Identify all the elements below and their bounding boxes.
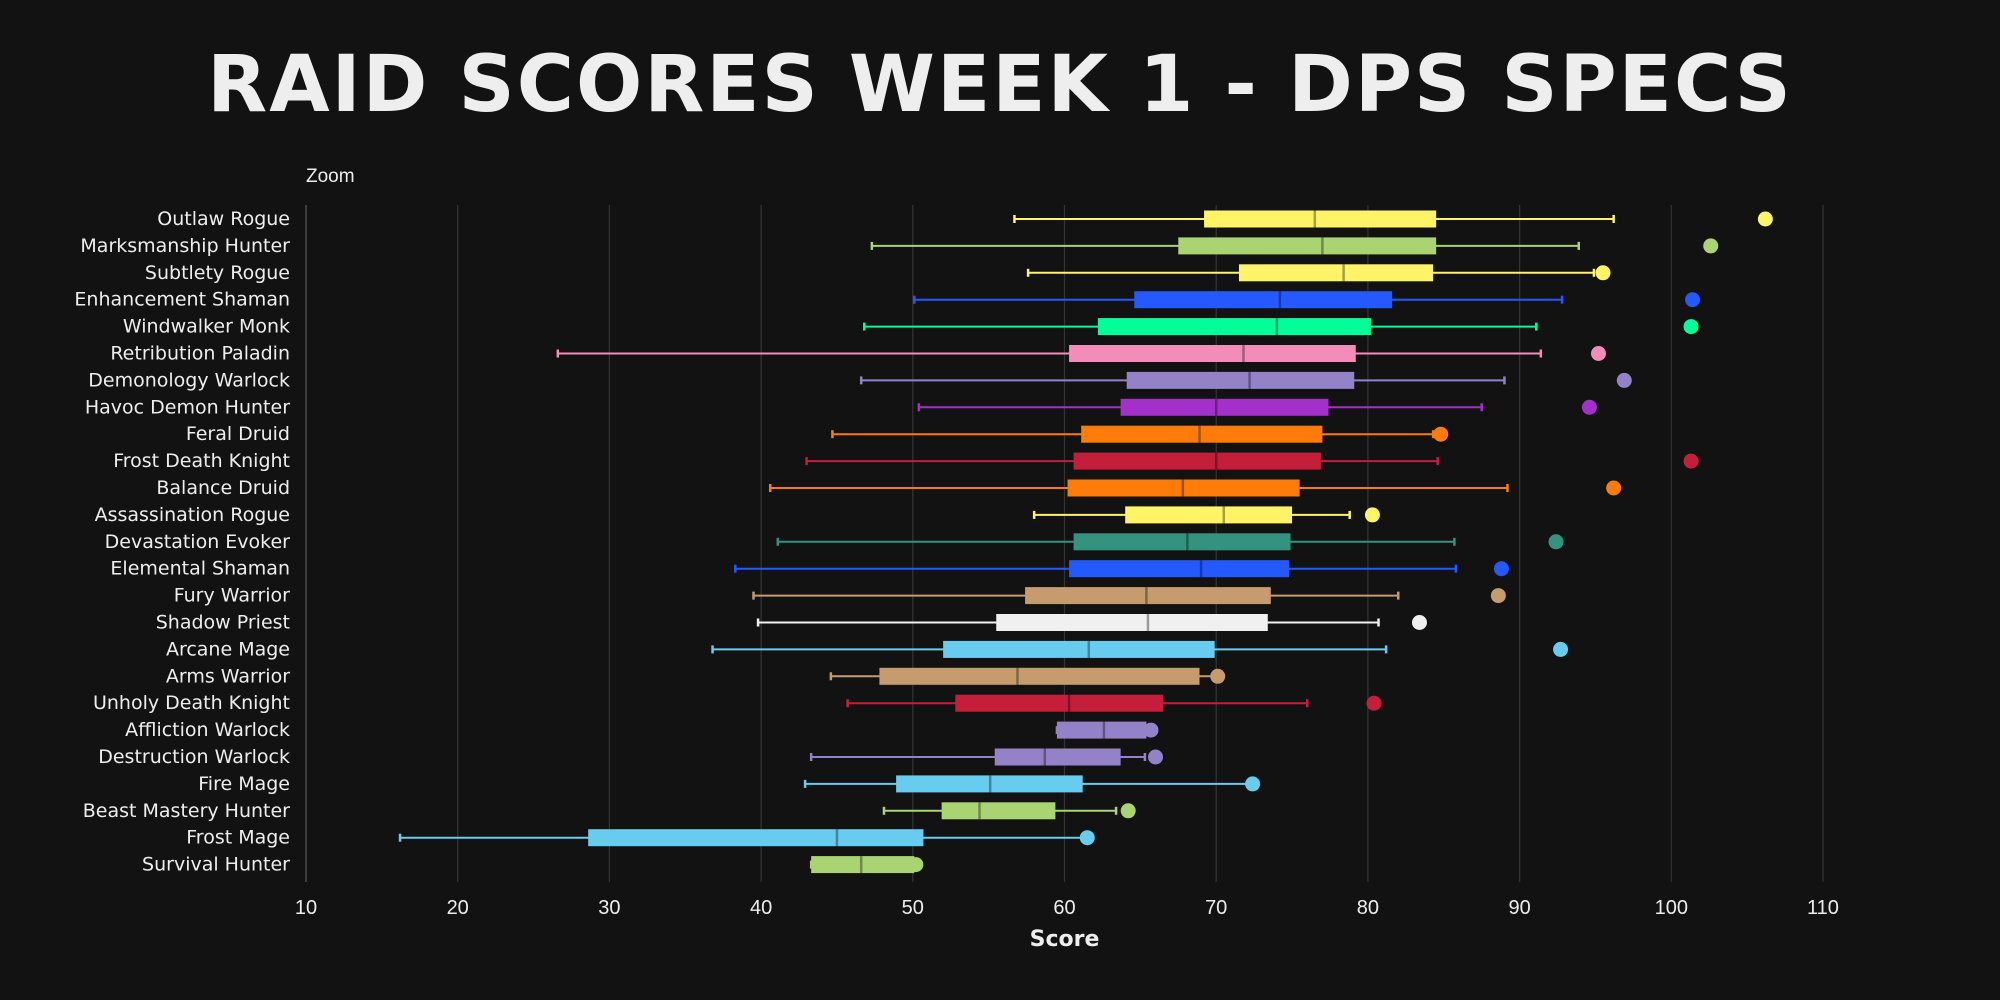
outlier-point [1493, 561, 1509, 577]
category-label: Retribution Paladin [110, 343, 290, 365]
category-label: Shadow Priest [156, 612, 290, 634]
category-label: Affliction Warlock [125, 719, 290, 741]
category-label: Marksmanship Hunter [80, 235, 290, 257]
category-label: Demonology Warlock [88, 369, 290, 391]
outlier-point [1210, 668, 1226, 684]
outlier-point [1683, 319, 1699, 335]
box [1069, 560, 1290, 578]
category-label: Fire Mage [198, 773, 290, 795]
outlier-point [1120, 803, 1136, 819]
box [1126, 371, 1355, 389]
category-label: Frost Death Knight [113, 450, 290, 472]
box [1056, 721, 1147, 739]
outlier-point [1245, 776, 1261, 792]
outlier-point [1143, 722, 1159, 738]
category-label: Subtlety Rogue [145, 262, 290, 284]
box [811, 856, 915, 874]
outlier-point [1703, 238, 1719, 254]
x-tick-label: 10 [295, 897, 317, 919]
box [1025, 587, 1271, 605]
outlier-point [1616, 372, 1632, 388]
category-label: Devastation Evoker [105, 531, 291, 553]
box [879, 667, 1200, 685]
category-label: Windwalker Monk [123, 316, 290, 338]
outlier-point [1581, 399, 1597, 415]
category-label: Destruction Warlock [98, 746, 290, 768]
outlier-point [1490, 588, 1506, 604]
x-tick-label: 80 [1357, 897, 1379, 919]
box [994, 748, 1121, 766]
box [1073, 533, 1291, 551]
outlier-point [1683, 453, 1699, 469]
x-tick-label: 20 [447, 897, 469, 919]
x-tick-label: 110 [1807, 897, 1839, 919]
category-label: Arcane Mage [166, 638, 290, 660]
x-tick-label: 70 [1205, 897, 1227, 919]
box [1081, 425, 1323, 443]
box [955, 694, 1164, 712]
outlier-point [1685, 292, 1701, 308]
category-label: Unholy Death Knight [93, 692, 290, 714]
outlier-point [908, 857, 924, 873]
category-label: Outlaw Rogue [157, 208, 290, 230]
box [1120, 398, 1329, 416]
outlier-point [1548, 534, 1564, 550]
outlier-point [1590, 346, 1606, 361]
box [943, 640, 1215, 658]
x-tick-label: 90 [1508, 897, 1530, 919]
box [1069, 345, 1356, 362]
outlier-point [1411, 615, 1427, 630]
box [1178, 237, 1437, 255]
category-label: Feral Druid [186, 423, 290, 445]
box [1238, 264, 1434, 282]
outlier-point [1606, 480, 1622, 496]
box [1067, 479, 1300, 497]
category-label: Enhancement Shaman [74, 289, 290, 311]
category-label: Assassination Rogue [95, 504, 290, 526]
x-tick-label: 40 [750, 897, 772, 919]
outlier-point [1079, 830, 1095, 846]
category-label: Elemental Shaman [110, 558, 290, 580]
x-tick-label: 100 [1655, 897, 1688, 919]
box [1204, 210, 1437, 228]
outlier-point [1757, 211, 1773, 227]
x-tick-label: 60 [1053, 897, 1075, 919]
box [996, 614, 1268, 631]
category-label: Beast Mastery Hunter [83, 800, 290, 822]
box [1134, 291, 1393, 309]
box [588, 829, 924, 847]
outlier-point [1433, 426, 1449, 442]
category-label: Survival Hunter [142, 854, 290, 876]
outlier-point [1148, 749, 1164, 765]
category-label: Balance Druid [156, 477, 290, 499]
category-label: Havoc Demon Hunter [85, 396, 290, 418]
box [1097, 318, 1371, 336]
outlier-point [1553, 641, 1569, 657]
box [1125, 506, 1293, 524]
chart-title: RAID SCORES WEEK 1 - DPS SPECS [207, 40, 1793, 130]
box [896, 775, 1083, 793]
category-label: Arms Warrior [166, 665, 290, 687]
x-axis-label: Score [1030, 927, 1100, 952]
outlier-point [1366, 695, 1382, 711]
category-label: Frost Mage [186, 827, 290, 849]
zoom-label[interactable]: Zoom [306, 166, 355, 187]
box [941, 802, 1056, 820]
x-tick-label: 50 [902, 897, 924, 919]
outlier-point [1364, 507, 1380, 523]
x-tick-label: 30 [598, 897, 620, 919]
category-label: Fury Warrior [174, 585, 290, 607]
box [1073, 452, 1321, 470]
outlier-point [1595, 265, 1611, 281]
